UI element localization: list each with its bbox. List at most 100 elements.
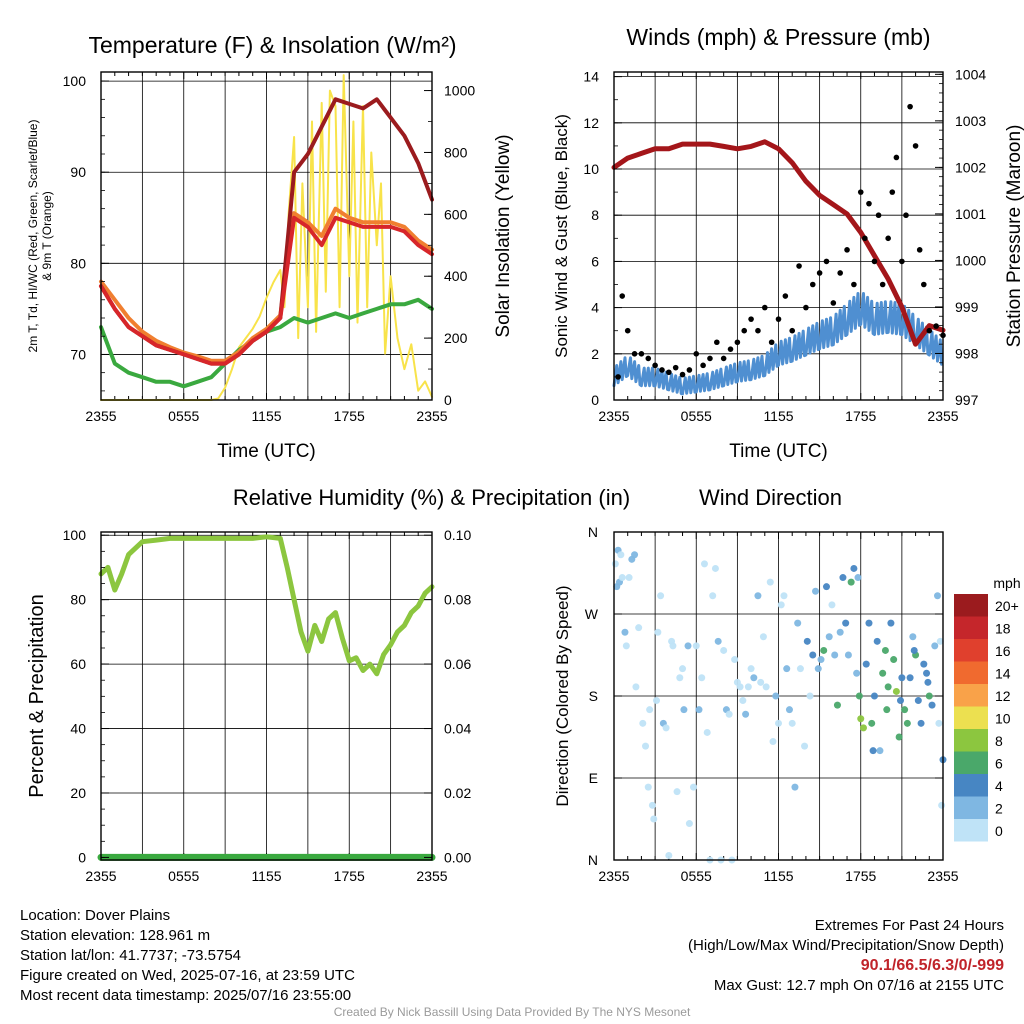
wind-direction-point [679,665,687,673]
wind-direction-point [898,674,906,682]
legend-swatch [954,639,988,662]
gust-point [666,369,672,376]
legend-label: 4 [995,778,1003,794]
rh-right-ytick-label: 0.06 [444,656,471,672]
extremes-title: Extremes For Past 24 Hours [814,917,1004,934]
wind-direction-point [873,637,881,645]
gust-point [796,263,802,269]
wind-right-ytick-label: 997 [955,392,979,408]
wind-left-ytick-label: 2 [591,346,599,362]
gust-point [857,189,864,195]
wind-direction-point [794,619,802,627]
wind-direction-point [865,619,873,627]
wind-direction-point [731,656,739,664]
legend-swatch [954,774,988,797]
wind-direction-point [644,783,652,791]
legend-swatch [954,594,988,617]
wind-direction-point [909,633,917,641]
rh-chart-title: Relative Humidity (%) & Precipitation (i… [233,485,630,510]
wind-direction-point [673,788,681,796]
temp-right-ytick-label: 1000 [444,83,475,99]
wind-direction-point [879,669,887,677]
wind-direction-point [714,637,722,645]
wind-direction-point [646,706,654,714]
gust-point [912,143,919,149]
legend-swatch [954,684,988,707]
dir-chart-title: Wind Direction [699,485,842,510]
wind-direction-point [766,578,774,586]
recent-text: Most recent data timestamp: 2025/07/16 2… [20,987,352,1004]
legend-title: mph [993,575,1020,591]
wind-direction-point [822,583,830,591]
rh-left-ytick-label: 100 [63,527,87,543]
wind-direction-point [744,683,752,691]
temp-chart-title: Temperature (F) & Insolation (W/m²) [88,32,456,58]
gust-point [907,103,913,110]
elevation-text: Station elevation: 128.961 m [20,927,211,944]
gust-point [830,300,837,306]
temp-y2-axis-label: Solar Insolation (Yellow) [493,134,514,337]
wind-direction-point [676,674,684,682]
wind-direction-point [639,719,647,727]
gust-point [748,316,754,322]
temp-xtick-label: 0555 [168,408,199,424]
wind-xtick-label: 1755 [845,408,876,424]
rh-right-ytick-label: 0.00 [444,849,471,865]
temp-xtick-label: 2355 [85,408,116,424]
legend-label: 18 [995,621,1011,637]
gust-point [619,293,626,299]
extremes-values: 90.1/66.5/6.3/0/-999 [860,957,1004,974]
wind-direction-point [635,624,643,632]
wind-direction-point [796,665,804,673]
legend-swatch [954,819,988,842]
wind-direction-point [654,628,662,636]
wind-direction-point [652,697,660,705]
wind-direction-point [680,706,688,714]
wind-direction-point [806,692,814,700]
wind-direction-point [855,692,863,700]
gust-point [866,200,872,207]
dir-xtick-label: 1155 [763,868,793,884]
wind-direction-point [692,642,700,650]
gust-point [789,327,796,334]
extremes-subtitle: (High/Low/Max Wind/Precipitation/Snow De… [688,937,1004,954]
gust-point [686,367,693,373]
wind-direction-point [910,646,918,654]
legend-label: 6 [995,756,1003,772]
gust-point [659,367,665,373]
temp-right-ytick-label: 200 [444,330,468,346]
rh-xtick-label: 1755 [334,868,365,884]
dir-xtick-label: 2355 [598,868,629,884]
dir-xtick-label: 2355 [927,868,958,884]
wind-direction-point [925,692,933,700]
gust-point [761,304,768,311]
wind-direction-point [847,578,855,586]
wind-direction-point [928,701,936,709]
wind-direction-point [703,728,711,736]
wind-left-ytick-label: 10 [583,161,599,177]
wind-direction-point [881,646,889,654]
wind-direction-point [924,678,932,686]
wind-direction-point [884,683,892,691]
wind-direction-point [698,674,706,682]
rh-xtick-label: 2355 [85,868,116,884]
wind-direction-point [836,628,844,636]
wind-y2-axis-label: Station Pressure (Maroon) [1004,125,1024,348]
wind-direction-point [868,719,876,727]
legend-swatch [954,706,988,729]
wind-direction-point [920,660,928,668]
wind-direction-point [747,665,755,673]
wind-direction-point [783,665,791,673]
credit-text: Created By Nick Bassill Using Data Provi… [333,1005,691,1019]
temp-right-ytick-label: 0 [444,392,452,408]
wind-direction-point [833,701,841,709]
wind-direction-point [803,637,811,645]
wind-right-ytick-label: 1004 [955,66,986,82]
wind-xtick-label: 0555 [681,408,712,424]
wind-direction-point [917,719,925,727]
wind-direction-point [814,665,822,673]
wind-direction-point [662,724,670,732]
wind-direction-point [870,692,878,700]
temp-y-axis-label-line2: & 9m T (Orange) [40,191,54,281]
